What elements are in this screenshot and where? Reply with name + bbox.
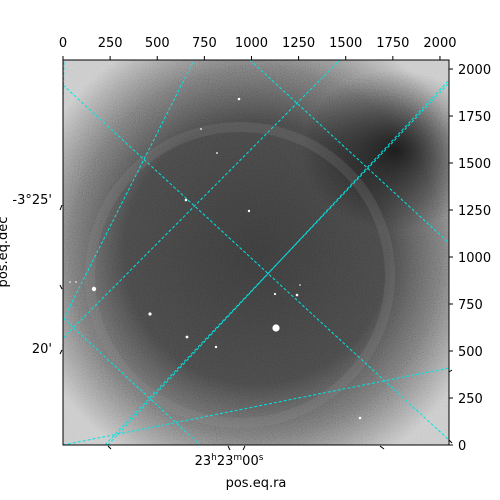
right-tick-label: 1500 — [458, 157, 491, 172]
top-tick-label: 1000 — [235, 36, 268, 51]
right-tick-label: 2000 — [458, 63, 491, 78]
top-tick-label: 500 — [145, 36, 170, 51]
bottom-wcs-ticks — [107, 369, 453, 451]
top-tick-label: 1250 — [282, 36, 315, 51]
top-tick-label: 1500 — [329, 36, 362, 51]
top-tick-label: 750 — [192, 36, 217, 51]
left-wcs-ticks — [59, 204, 63, 355]
right-tick-label: 500 — [458, 345, 483, 360]
right-tick-label: 1250 — [458, 204, 491, 219]
right-tick-label: 0 — [458, 439, 466, 454]
right-tick-label: 750 — [458, 298, 483, 313]
stars — [69, 97, 362, 420]
right-tick-label: 1750 — [458, 110, 491, 125]
dec-tick-label-1: -3°25' — [12, 193, 52, 208]
plot-frame — [62, 59, 450, 446]
sky-image — [63, 60, 449, 445]
coordinate-grid — [63, 60, 449, 445]
dec-tick-label-2: 20' — [32, 342, 52, 357]
x-axis-title: pos.eq.ra — [226, 476, 287, 491]
right-tick-label: 1000 — [458, 251, 491, 266]
right-tick-label: 250 — [458, 392, 483, 407]
top-tick-label: 1750 — [376, 36, 409, 51]
y-axis-title: pos.eq.dec — [0, 217, 11, 288]
top-pixel-axis: 0 250 500 750 1000 1250 1500 1750 2000 — [59, 36, 457, 60]
ra-tick-label: 23h23m00s — [195, 453, 264, 469]
right-pixel-axis: 0 250 500 750 1000 1250 1500 1750 2000 — [449, 63, 491, 454]
top-tick-label: 0 — [59, 36, 67, 51]
top-tick-label: 2000 — [423, 36, 456, 51]
top-tick-label: 250 — [98, 36, 123, 51]
